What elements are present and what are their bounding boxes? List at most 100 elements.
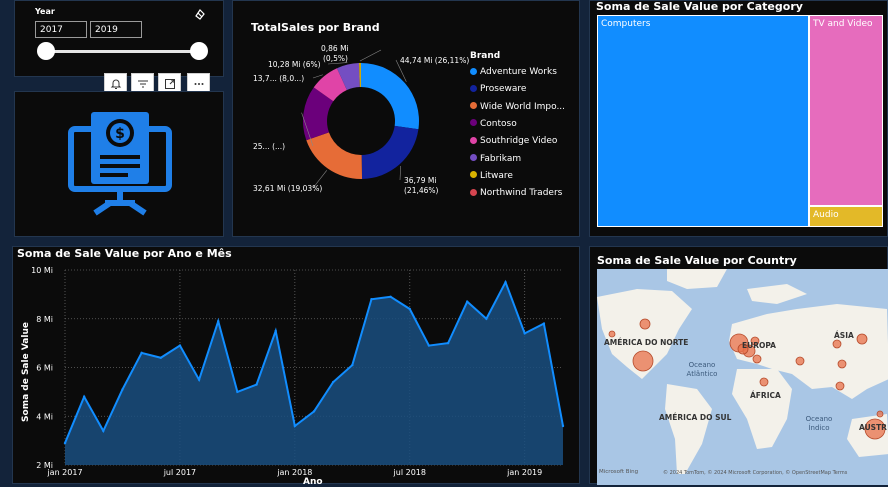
data-point[interactable]: [409, 308, 411, 310]
data-point[interactable]: [198, 378, 200, 380]
data-point[interactable]: [332, 381, 334, 383]
data-point[interactable]: [370, 298, 372, 300]
legend-label: Northwind Traders: [480, 188, 562, 198]
legend-dot: [470, 171, 477, 178]
data-point[interactable]: [562, 425, 564, 427]
map-label-indian-ocean: Oceano Índico: [797, 415, 841, 433]
donut-data-label-4: 13,7... (8,0...): [253, 74, 304, 83]
data-point[interactable]: [179, 344, 181, 346]
x-tick-label: jan 2017: [46, 468, 82, 477]
data-point[interactable]: [274, 330, 276, 332]
donut-slice-2[interactable]: [306, 132, 362, 179]
donut-slice-1[interactable]: [362, 126, 419, 179]
x-tick-label: jul 2017: [163, 468, 196, 477]
legend-dot: [470, 137, 477, 144]
finance-report-monitor-icon: $: [65, 107, 175, 217]
data-point[interactable]: [255, 383, 257, 385]
bing-logo: Microsoft Bing: [599, 469, 638, 475]
legend-label: Southridge Video: [480, 136, 557, 146]
data-point[interactable]: [389, 296, 391, 298]
data-point[interactable]: [447, 342, 449, 344]
data-point[interactable]: [466, 300, 468, 302]
x-tick-label: jan 2019: [506, 468, 542, 477]
tile-label: TV and Video: [813, 19, 873, 29]
map-attribution[interactable]: © 2024 TomTom, © 2024 Microsoft Corporat…: [663, 470, 847, 476]
data-point[interactable]: [160, 357, 162, 359]
treemap-tile-audio[interactable]: Audio: [809, 206, 883, 227]
donut-slice-0[interactable]: [361, 63, 419, 129]
legend-item-0[interactable]: Adventure Works: [470, 67, 557, 77]
treemap-tile-computers[interactable]: Computers: [597, 15, 809, 227]
data-point[interactable]: [313, 410, 315, 412]
legend-dot: [470, 68, 477, 75]
legend-dot: [470, 102, 477, 109]
map-label-atlantic: Oceano Atlântico: [677, 361, 727, 379]
end-year-input[interactable]: 2019: [90, 21, 142, 38]
data-point[interactable]: [485, 318, 487, 320]
x-tick-label: jan 2018: [276, 468, 312, 477]
legend-item-5[interactable]: Fabrikam: [470, 154, 521, 164]
legend-label: Fabrikam: [480, 154, 521, 164]
legend-dot: [470, 154, 477, 161]
map-label-south-america: AMÉRICA DO SUL: [659, 413, 731, 422]
treemap-tile-tv-and-video[interactable]: TV and Video: [809, 15, 883, 206]
data-point[interactable]: [64, 442, 66, 444]
data-point[interactable]: [236, 391, 238, 393]
data-point[interactable]: [83, 396, 85, 398]
legend-label: Wide World Impo...: [480, 102, 565, 112]
legend-dot: [470, 85, 477, 92]
world-map[interactable]: AMÉRICA DO NORTE EUROPA ÁSIA Oceano Atlâ…: [597, 269, 888, 485]
donut-data-label-0: 44,74 Mi (26,11%): [400, 56, 469, 65]
donut-leader-line-4: [313, 75, 323, 78]
donut-data-label-6: 0,86 Mi: [321, 44, 349, 53]
data-point[interactable]: [217, 320, 219, 322]
slider-track: [46, 50, 199, 53]
y-tick-label: 6 Mi: [36, 364, 53, 373]
map-panel: Soma de Sale Value por Country: [589, 246, 888, 484]
y-axis-label: Soma de Sale Value: [21, 322, 31, 422]
year-slicer-panel: Year 2017 2019: [14, 0, 224, 77]
legend-label: Proseware: [480, 84, 526, 94]
data-point[interactable]: [121, 388, 123, 390]
x-tick-label: jul 2018: [393, 468, 426, 477]
donut-leader-line-6: [360, 50, 381, 61]
data-point[interactable]: [294, 425, 296, 427]
y-tick-label: 10 Mi: [31, 266, 53, 275]
slider-handle-end[interactable]: [190, 42, 208, 60]
data-point[interactable]: [543, 322, 545, 324]
donut-data-label-5: 10,28 Mi (6%): [268, 60, 321, 69]
donut-chart: 44,74 Mi (26,11%)36,79 Mi(21,46%)32,61 M…: [233, 1, 581, 238]
legend-item-2[interactable]: Wide World Impo...: [470, 102, 565, 112]
area-fill: [65, 282, 563, 465]
slider-handle-start[interactable]: [37, 42, 55, 60]
legend-title: Brand: [470, 51, 500, 61]
map-label-africa: ÁFRICA: [750, 391, 781, 400]
eraser-icon[interactable]: [194, 5, 206, 17]
start-year-input[interactable]: 2017: [35, 21, 87, 38]
data-point[interactable]: [504, 281, 506, 283]
x-axis-label: Ano: [303, 477, 323, 487]
data-point[interactable]: [351, 364, 353, 366]
y-tick-label: 8 Mi: [36, 315, 53, 324]
map-label-australia: AUSTR: [859, 423, 887, 432]
data-point[interactable]: [102, 430, 104, 432]
tile-label: Audio: [813, 210, 839, 220]
donut-leader-line-1: [400, 166, 401, 180]
legend-label: Contoso: [480, 119, 517, 129]
data-point[interactable]: [523, 332, 525, 334]
donut-data-label-2: 32,61 Mi (19,03%): [253, 184, 322, 193]
legend-label: Adventure Works: [480, 67, 557, 77]
legend-item-4[interactable]: Southridge Video: [470, 136, 557, 146]
map-label-asia: ÁSIA: [834, 331, 854, 340]
legend-item-3[interactable]: Contoso: [470, 119, 517, 129]
legend-item-7[interactable]: Northwind Traders: [470, 188, 562, 198]
legend-item-1[interactable]: Proseware: [470, 84, 526, 94]
data-point[interactable]: [428, 344, 430, 346]
legend-dot: [470, 189, 477, 196]
data-point[interactable]: [140, 352, 142, 354]
donut-chart-panel: TotalSales por Brand 44,74 Mi (26,11%)36…: [232, 0, 580, 237]
legend-item-6[interactable]: Litware: [470, 171, 513, 181]
tile-label: Computers: [601, 19, 650, 29]
map-label-north-america: AMÉRICA DO NORTE: [604, 338, 688, 347]
